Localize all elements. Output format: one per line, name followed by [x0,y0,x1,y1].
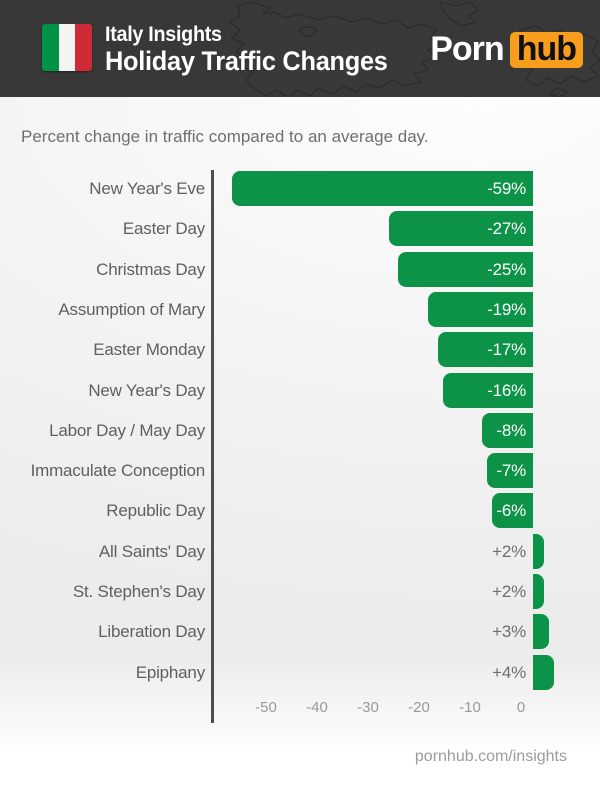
bar [398,252,533,287]
bar [492,493,533,528]
chart-row: New Year's Day -16% [0,373,600,408]
x-tick-label: -40 [306,699,328,716]
header-titles: Italy Insights Holiday Traffic Changes [105,23,388,76]
category-label: Christmas Day [96,260,205,279]
value-label: -8% [496,421,526,440]
bar [232,171,533,206]
holiday-bar-chart: New Year's Eve -59% Easter Day -27% Christma… [0,170,600,740]
category-label: Epiphany [135,663,205,682]
chart-row: St. Stephen's Day +2% [0,574,600,609]
value-label: +2% [492,542,526,561]
category-label: Liberation Day [98,622,205,641]
bar [443,373,533,408]
value-label: +4% [492,663,526,682]
page-title: Holiday Traffic Changes [105,46,388,76]
value-label: -27% [487,219,526,238]
insights-country-title: Italy Insights [105,23,222,46]
chart-row: Easter Day -27% [0,211,600,246]
x-tick-label: -20 [408,699,430,716]
bar [533,655,554,690]
chart-subtitle: Percent change in traffic compared to an… [21,127,429,146]
chart-content-area: Percent change in traffic compared to an… [0,97,600,797]
chart-row: Labor Day / May Day -8% [0,413,600,448]
bar [533,534,544,569]
value-label: -19% [487,300,526,319]
value-label: -7% [496,461,526,480]
header: Italy Insights Holiday Traffic Changes P… [0,0,600,97]
chart-row: Immaculate Conception -7% [0,453,600,488]
category-label: Easter Monday [93,340,205,359]
category-label: Assumption of Mary [58,300,205,319]
bar [428,292,533,327]
category-label: Labor Day / May Day [49,421,205,440]
value-label: -25% [487,260,526,279]
chart-row: Liberation Day +3% [0,614,600,649]
x-tick-label: 0 [516,699,526,716]
logo-text-porn: Porn [430,30,504,68]
category-label: St. Stephen's Day [72,582,205,601]
bar [487,453,533,488]
value-label: -59% [487,179,526,198]
category-label: All Saints' Day [98,542,205,561]
value-label: -16% [487,381,526,400]
pornhub-logo: Porn hub [430,30,583,69]
category-label: Immaculate Conception [30,461,206,480]
chart-row: Easter Monday -17% [0,332,600,367]
logo-hub: hub [509,31,583,68]
chart-row: Assumption of Mary -19% [0,292,600,327]
footer-url: pornhub.com/insights [414,748,567,765]
bar [438,332,533,367]
category-label: Republic Day [106,501,205,520]
italy-flag-stripe [58,24,76,71]
italy-flag [42,24,92,71]
bar [533,614,549,649]
x-tick-label: -10 [459,699,481,716]
chart-row: All Saints' Day +2% [0,534,600,569]
value-label: -17% [487,340,526,359]
bar [482,413,533,448]
bar [533,574,544,609]
category-label: Easter Day [122,219,205,238]
category-label: New Year's Eve [89,179,205,198]
italy-flag-stripe [75,24,92,71]
italy-flag-stripe [42,24,59,71]
x-tick-label: -50 [255,699,277,716]
value-label: -6% [496,501,526,520]
category-label: New Year's Day [88,381,205,400]
bar [389,211,533,246]
value-label: +2% [492,582,526,601]
y-axis-line [211,170,214,723]
chart-row: Republic Day -6% [0,493,600,528]
chart-row: Christmas Day -25% [0,252,600,287]
chart-row: Epiphany +4% [0,655,600,690]
x-tick-label: -30 [357,699,379,716]
value-label: +3% [492,622,526,641]
chart-row: New Year's Eve -59% [0,171,600,206]
